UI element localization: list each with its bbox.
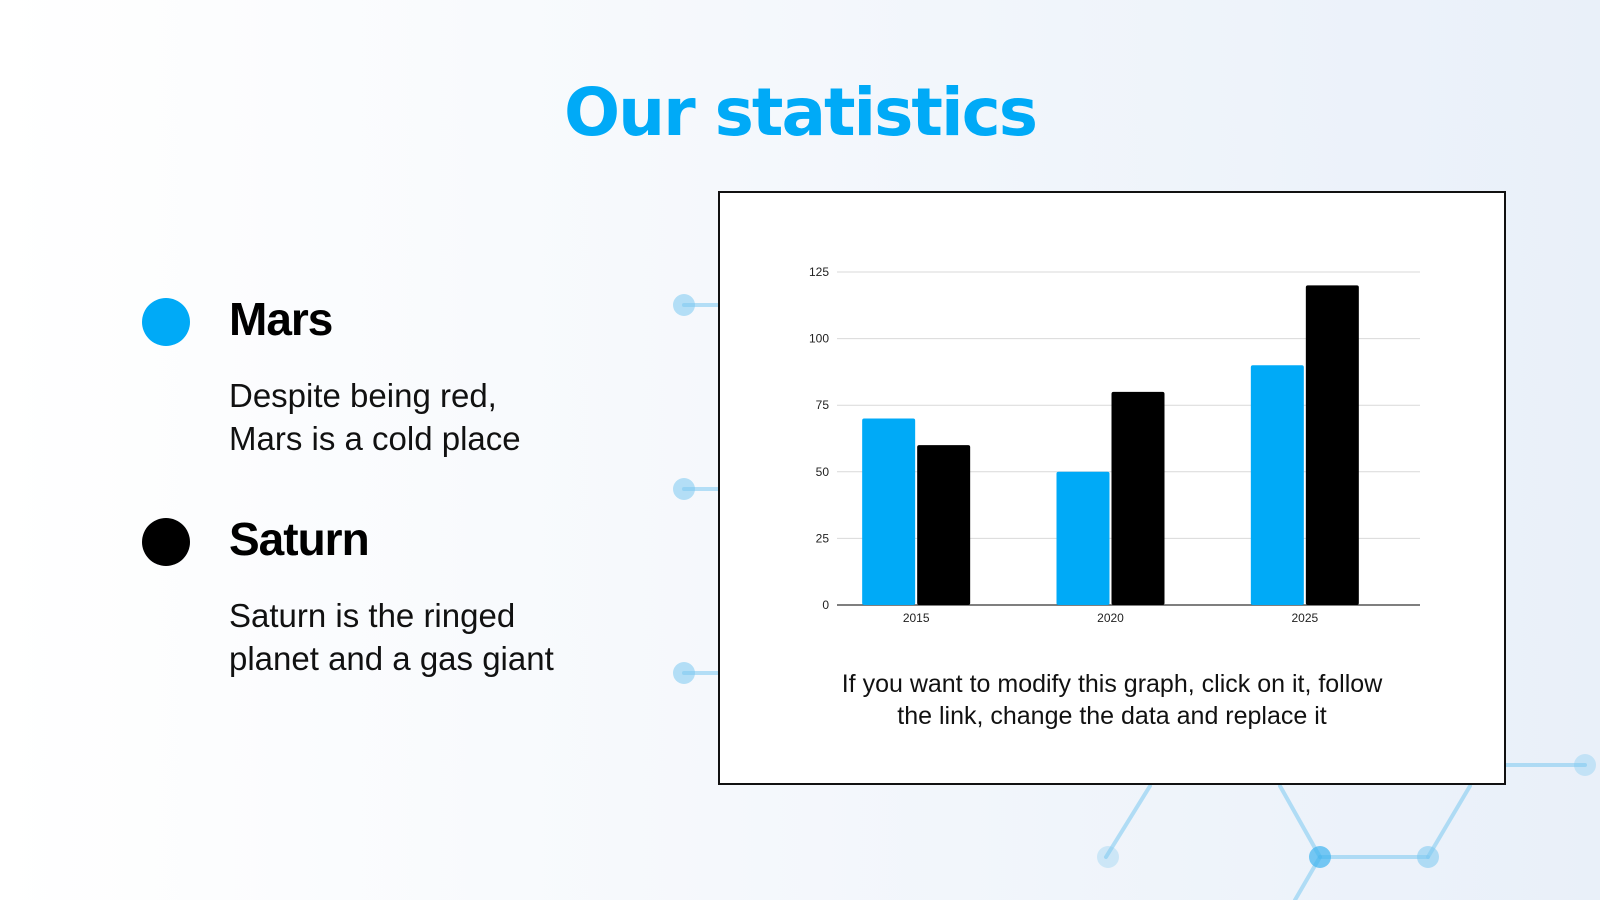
x-tick-label: 2025 — [1291, 611, 1318, 625]
legend-name: Saturn — [229, 513, 370, 565]
y-tick-label: 0 — [822, 598, 829, 612]
slide-title: Our statistics — [563, 74, 1038, 151]
x-tick-label: 2020 — [1097, 611, 1124, 625]
chart-container[interactable]: 0 25 50 75 100 125 2015 2020 2025 If you want to… — [718, 191, 1506, 785]
y-tick-label: 125 — [809, 265, 829, 279]
caption-line: the link, change the data and replace it — [897, 702, 1327, 730]
bar-saturn-2015[interactable] — [917, 445, 971, 605]
saturn-color-dot-icon — [142, 518, 190, 566]
y-tick-label: 25 — [816, 531, 830, 545]
caption-line: If you want to modify this graph, click … — [841, 670, 1383, 698]
chart-caption: If you want to modify this graph, click … — [720, 668, 1504, 732]
y-tick-label: 75 — [816, 398, 830, 412]
legend-description: Saturn is the ringed planet and a gas gi… — [229, 594, 649, 680]
desc-line: Mars is a cold place — [229, 420, 521, 457]
legend-description: Despite being red, Mars is a cold place — [229, 374, 649, 460]
desc-line: Saturn is the ringed — [229, 597, 516, 634]
y-tick-label: 100 — [809, 332, 829, 346]
desc-line: planet and a gas giant — [229, 640, 554, 677]
bar-chart[interactable]: 0 25 50 75 100 125 2015 2020 2025 — [720, 193, 1504, 663]
desc-line: Despite being red, — [229, 377, 497, 414]
bar-mars-2020[interactable] — [1056, 471, 1110, 605]
bar-mars-2015[interactable] — [862, 418, 916, 605]
bar-mars-2025[interactable] — [1250, 365, 1304, 605]
mars-color-dot-icon — [142, 298, 190, 346]
bar-saturn-2025[interactable] — [1305, 285, 1359, 605]
y-tick-label: 50 — [816, 465, 830, 479]
x-tick-label: 2015 — [903, 611, 930, 625]
legend-name: Mars — [229, 293, 333, 345]
bar-saturn-2020[interactable] — [1111, 391, 1165, 605]
